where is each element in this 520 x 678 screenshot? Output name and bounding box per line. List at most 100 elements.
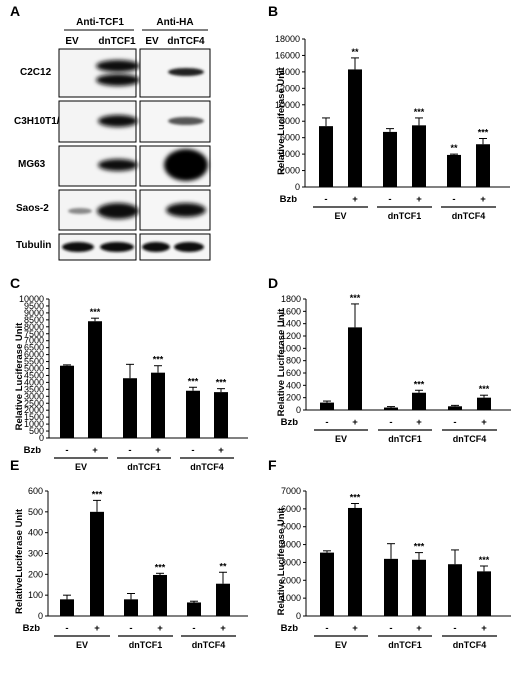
treatment-sign: +: [155, 445, 161, 456]
y-tick-label: 2000: [24, 405, 44, 415]
group-label: dnTCF1: [388, 211, 422, 221]
bar: [88, 321, 102, 438]
y-tick-label: 5500: [24, 357, 44, 367]
panel-a-letter: A: [10, 3, 20, 19]
y-tick-label: 200: [28, 569, 43, 579]
bar: [320, 552, 334, 616]
bar: [124, 599, 138, 616]
bar: [216, 583, 230, 616]
significance-marker: **: [219, 561, 227, 571]
band: [68, 208, 92, 214]
significance-marker: ***: [90, 307, 101, 317]
significance-marker: ***: [216, 378, 227, 388]
bar: [476, 144, 490, 187]
significance-marker: ***: [479, 384, 490, 394]
y-tick-label: 100: [28, 590, 43, 600]
y-tick-label: 7500: [24, 329, 44, 339]
bar: [151, 372, 165, 438]
bar: [412, 125, 426, 187]
treatment-sign: +: [416, 194, 422, 205]
bar: [187, 602, 201, 616]
y-tick-label: 0: [296, 611, 301, 621]
y-tick-label: 1000: [24, 419, 44, 429]
bar: [384, 407, 398, 410]
bar: [186, 390, 200, 438]
band: [62, 242, 94, 252]
treatment-sign: +: [480, 194, 486, 205]
y-tick-label: 9500: [24, 301, 44, 311]
significance-marker: ***: [478, 127, 489, 137]
bar: [348, 327, 362, 410]
panel-d-letter: D: [268, 275, 278, 291]
y-tick-label: 2000: [280, 166, 300, 176]
band: [168, 117, 204, 125]
bar: [477, 397, 491, 410]
row-label-mg63: MG63: [18, 159, 46, 170]
panel-e-letter: E: [10, 457, 19, 473]
band: [98, 115, 138, 127]
bar: [447, 154, 461, 187]
band: [168, 68, 204, 76]
treatment-sign: +: [416, 623, 422, 634]
treatment-sign: -: [128, 445, 131, 456]
y-tick-label: 5000: [281, 522, 301, 532]
group-label: dnTCF4: [190, 462, 224, 472]
y-tick-label: 8500: [24, 315, 44, 325]
treatment-sign: +: [481, 623, 487, 634]
band: [174, 242, 204, 252]
y-tick-label: 1500: [24, 412, 44, 422]
y-tick-label: 4000: [24, 377, 44, 387]
y-tick-label: 9000: [24, 308, 44, 318]
treatment-sign: -: [191, 445, 194, 456]
header-anti-ha: Anti-HA: [156, 17, 193, 28]
treatment-label: Bzb: [281, 623, 299, 634]
y-tick-label: 800: [286, 356, 301, 366]
significance-marker: ***: [350, 493, 361, 503]
group-label: EV: [76, 640, 88, 650]
bar: [384, 558, 398, 616]
y-tick-label: 3000: [281, 557, 301, 567]
y-axis-title: Relative Luciferase Unit: [276, 66, 287, 175]
y-tick-label: 6000: [281, 504, 301, 514]
y-tick-label: 300: [28, 549, 43, 559]
significance-marker: ***: [414, 542, 425, 552]
y-tick-label: 3000: [24, 391, 44, 401]
y-tick-label: 8000: [280, 116, 300, 126]
bar: [214, 392, 228, 438]
chart-panel-d: D 0 200 400 600 800 1000 1200 1400 1600 1800 Relati…: [268, 275, 511, 444]
treatment-sign: -: [388, 194, 391, 205]
bar: [320, 402, 334, 410]
y-axis-title: Relative Luciferase Unit: [276, 308, 287, 417]
significance-marker: ***: [350, 293, 361, 303]
bar: [448, 406, 462, 410]
group-label: dnTCF4: [453, 640, 487, 650]
significance-marker: ***: [92, 489, 103, 499]
y-tick-label: 4000: [280, 149, 300, 159]
y-tick-label: 1400: [281, 319, 301, 329]
bar: [348, 69, 362, 187]
group-label: dnTCF1: [388, 434, 422, 444]
bar-chart-panels: B020004000600080001000012000140001600018…: [10, 3, 511, 650]
treatment-sign: -: [452, 194, 455, 205]
blot-c2c12-tcf1: [58, 48, 137, 98]
chart-panel-c: C 050010001500200025003000350040004500500…: [10, 275, 248, 472]
y-tick-label: 6000: [280, 133, 300, 143]
lane-label-dntcf1: dnTCF1: [98, 36, 136, 47]
significance-marker: ***: [414, 379, 425, 389]
treatment-sign: +: [481, 417, 487, 428]
y-tick-label: 2500: [24, 398, 44, 408]
bar: [448, 564, 462, 616]
treatment-label: Bzb: [23, 623, 41, 634]
bar: [123, 378, 137, 438]
treatment-sign: +: [92, 445, 98, 456]
treatment-sign: +: [352, 623, 358, 634]
group-label: dnTCF4: [192, 640, 226, 650]
treatment-sign: -: [129, 623, 132, 634]
treatment-label: Bzb: [24, 445, 42, 456]
treatment-sign: +: [352, 417, 358, 428]
significance-marker: ***: [188, 376, 199, 386]
lane-label-ev-1: EV: [65, 36, 79, 47]
treatment-sign: +: [94, 623, 100, 634]
band: [164, 149, 208, 181]
treatment-sign: +: [352, 194, 358, 205]
